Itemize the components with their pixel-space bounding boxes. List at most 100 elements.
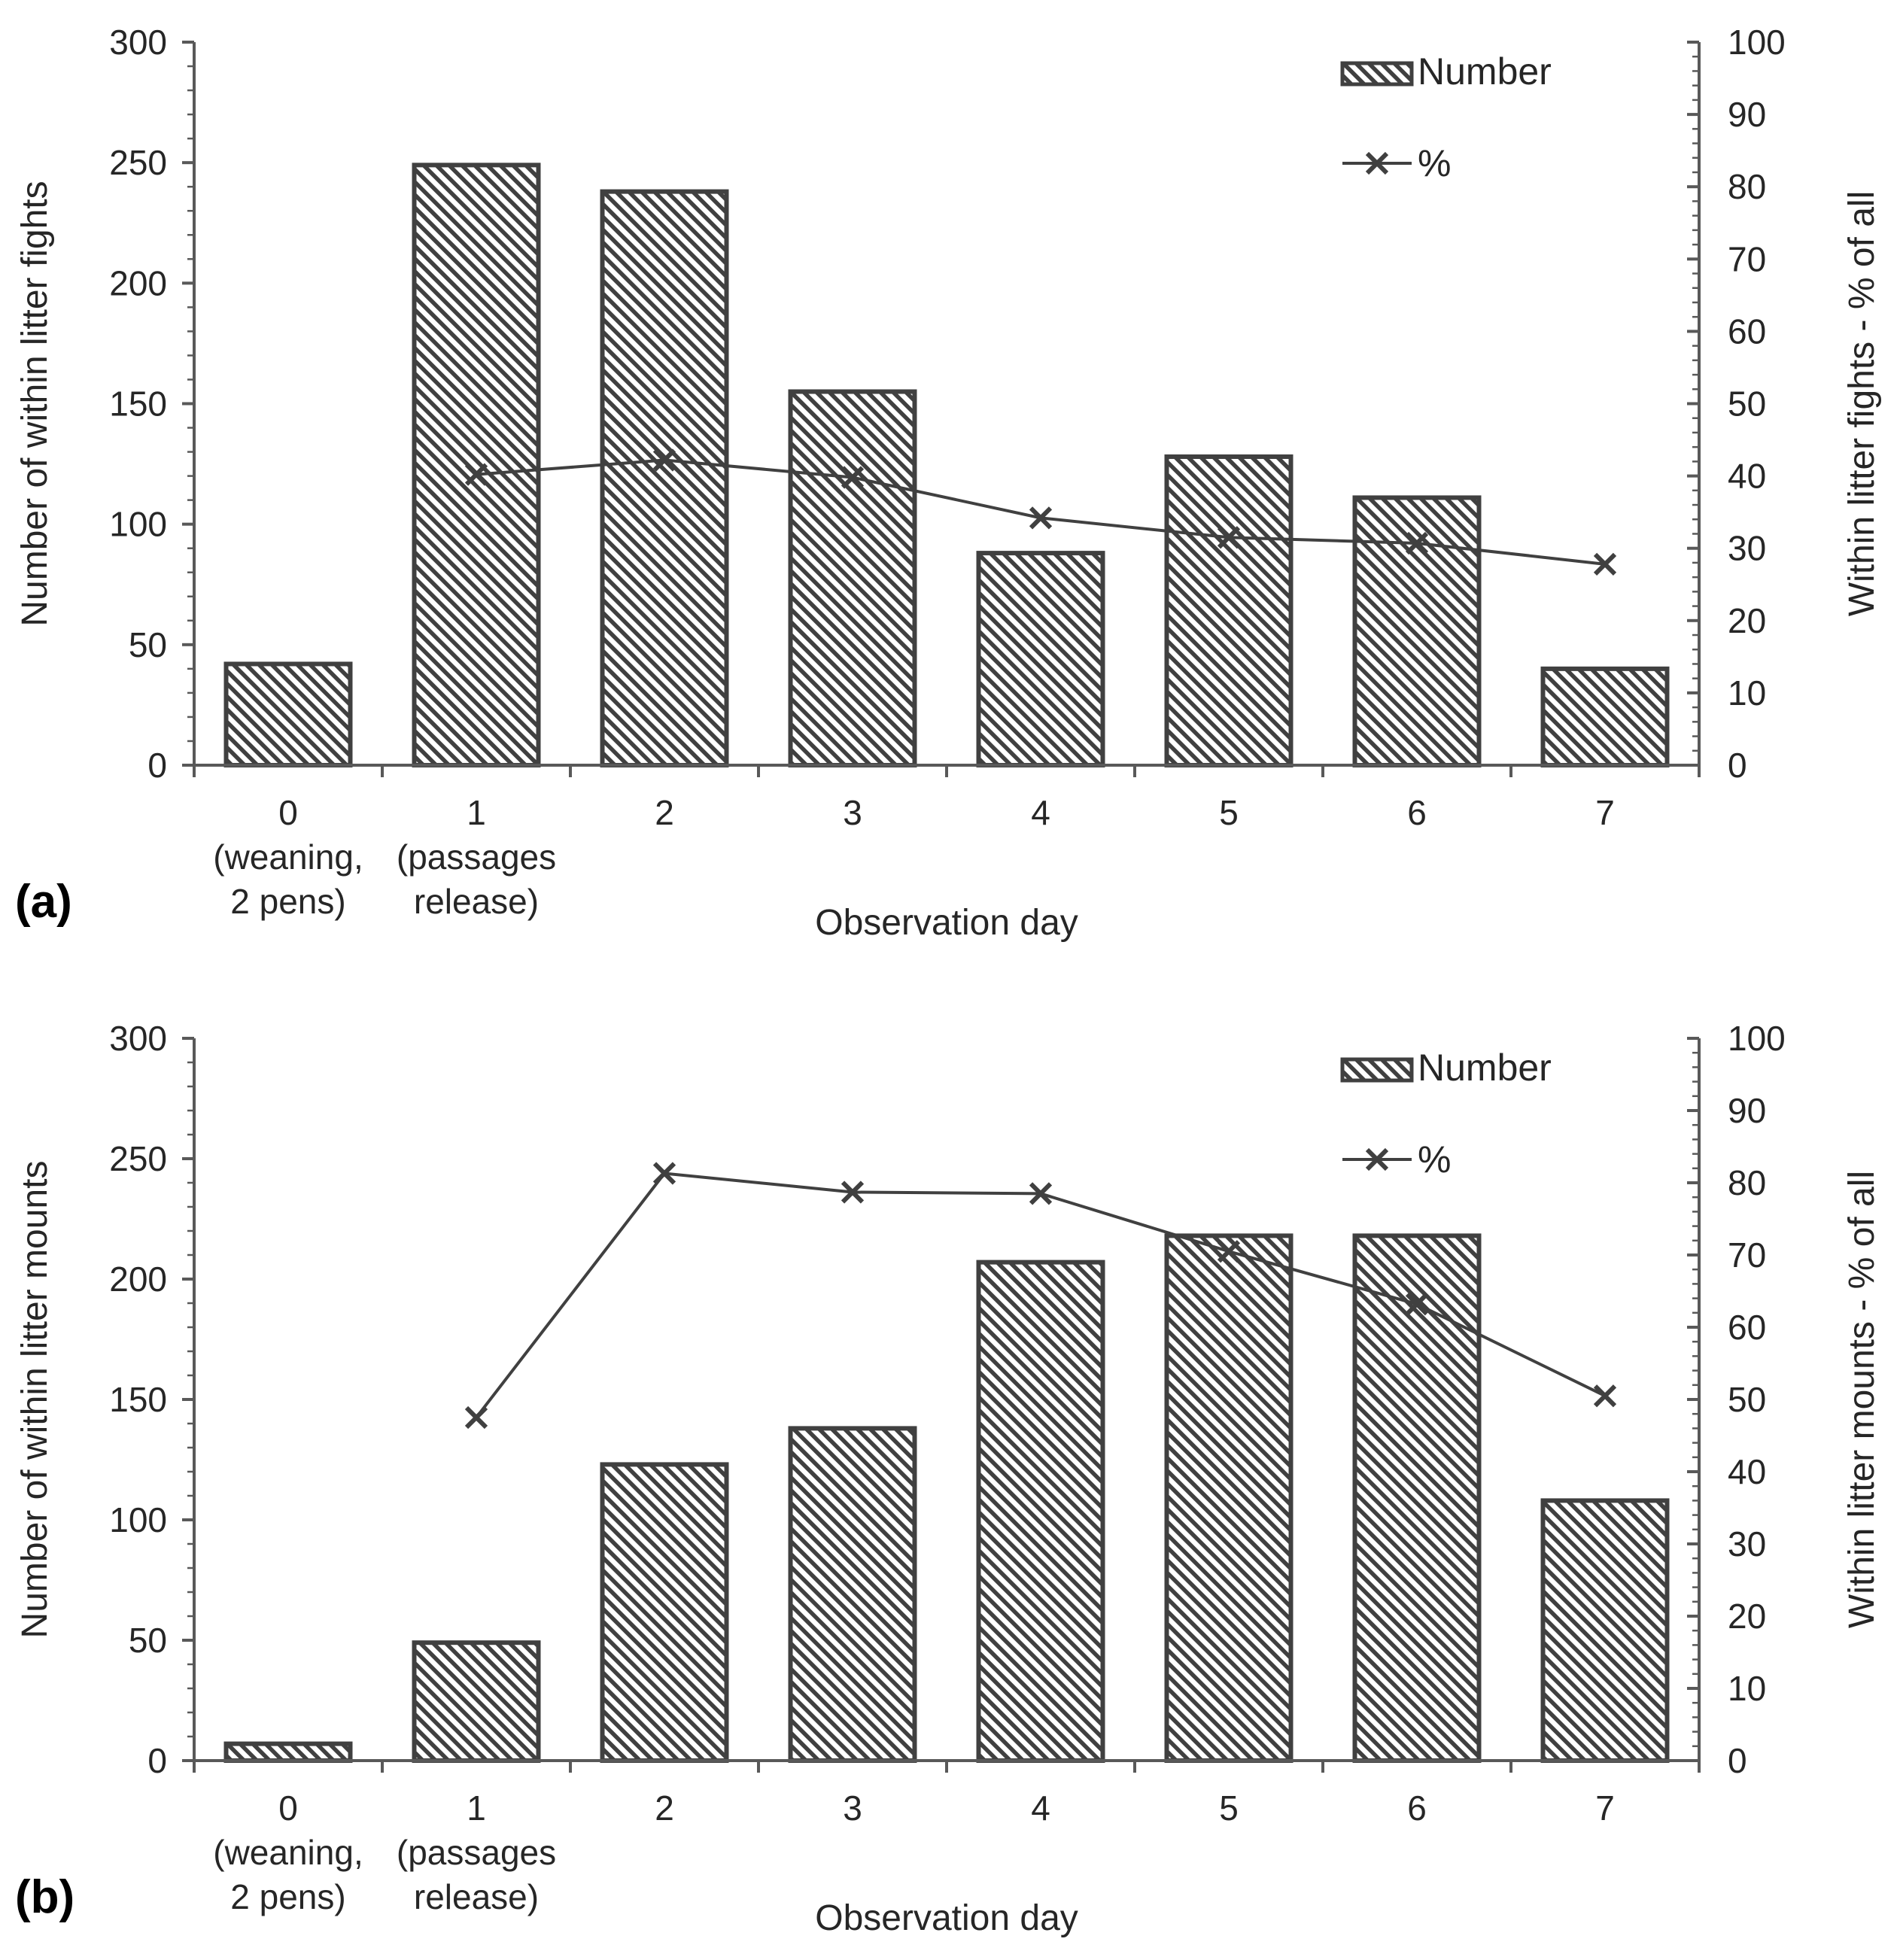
bar-day-6	[1352, 1233, 1482, 1763]
chart-panel-b: 0501001502002503000102030405060708090100…	[15, 1019, 1882, 1938]
x-tick-label: 3	[843, 793, 862, 832]
y-tick-label: 200	[109, 263, 167, 302]
x-tick-sublabel: 2 pens)	[230, 882, 345, 921]
y2-tick-label: 50	[1728, 384, 1766, 424]
x-tick-label: 7	[1595, 793, 1615, 832]
bar-day-1	[412, 1640, 541, 1763]
bar-day-0	[223, 1741, 353, 1764]
percent-point-day-1	[464, 463, 488, 486]
x-tick-sublabel: (passages	[397, 1833, 556, 1872]
y-tick-label: 300	[109, 23, 167, 62]
y2-tick-label: 80	[1728, 1163, 1766, 1202]
legend-bar-swatch	[1340, 1057, 1414, 1083]
bar-day-7	[1540, 666, 1670, 767]
y-tick-label: 0	[147, 1741, 167, 1780]
bar-day-6	[1352, 495, 1482, 767]
y-tick-label: 50	[129, 1621, 167, 1660]
x-tick-label: 6	[1407, 793, 1427, 832]
y2-tick-label: 10	[1728, 1669, 1766, 1708]
percent-point-day-1	[464, 1405, 488, 1430]
y2-axis-title: Within litter fights - % of all	[1842, 191, 1882, 617]
percent-point-day-4	[1029, 506, 1053, 530]
bar-day-0	[223, 661, 353, 768]
percent-point-day-6	[1405, 1293, 1429, 1316]
x-tick-label: 0	[278, 1788, 298, 1828]
y2-tick-label: 10	[1728, 673, 1766, 713]
legend-line-label: %	[1418, 1138, 1451, 1181]
bar-day-3	[788, 389, 917, 767]
x-tick-label: 1	[467, 793, 486, 832]
y2-tick-label: 60	[1728, 311, 1766, 351]
x-tick-label: 1	[467, 1788, 486, 1828]
y-tick-label: 100	[109, 505, 167, 544]
x-tick-label: 3	[843, 1788, 862, 1828]
chart-panel-a: 0501001502002503000102030405060708090100…	[15, 23, 1882, 943]
y2-axis-title: Within litter mounts - % of all	[1842, 1171, 1882, 1628]
percent-point-day-3	[841, 466, 865, 489]
y2-tick-label: 20	[1728, 1597, 1766, 1636]
x-tick-label: 0	[278, 793, 298, 832]
bar-day-5	[1164, 1233, 1294, 1763]
x-axis-title: Observation day	[815, 1898, 1078, 1938]
percent-point-day-6	[1405, 531, 1429, 555]
y-tick-label: 300	[109, 1019, 167, 1058]
bar-day-5	[1164, 454, 1294, 767]
y2-tick-label: 50	[1728, 1380, 1766, 1419]
x-tick-label: 5	[1219, 1788, 1239, 1828]
y2-tick-label: 100	[1728, 1019, 1786, 1058]
y-tick-label: 250	[109, 143, 167, 182]
y2-tick-label: 100	[1728, 23, 1786, 62]
x-tick-sublabel: release)	[414, 1877, 539, 1916]
x-tick-label: 5	[1219, 793, 1239, 832]
y2-tick-label: 30	[1728, 529, 1766, 568]
percent-point-day-5	[1217, 1240, 1241, 1263]
y-tick-label: 150	[109, 384, 167, 424]
percent-point-day-7	[1593, 1384, 1617, 1408]
y2-tick-label: 90	[1728, 95, 1766, 134]
x-tick-label: 4	[1031, 1788, 1050, 1828]
x-tick-label: 2	[655, 1788, 674, 1828]
legend-line-label: %	[1418, 142, 1451, 184]
percent-point-day-2	[652, 1162, 676, 1185]
y2-tick-label: 0	[1728, 1741, 1747, 1780]
y2-tick-label: 0	[1728, 746, 1747, 785]
bar-day-4	[976, 1260, 1105, 1763]
y2-tick-label: 20	[1728, 601, 1766, 640]
legend-bar-swatch	[1340, 61, 1414, 87]
legend-line-marker	[1365, 1147, 1389, 1171]
y2-tick-label: 90	[1728, 1091, 1766, 1130]
x-tick-label: 2	[655, 793, 674, 832]
bar-day-7	[1540, 1498, 1670, 1764]
bar-day-3	[788, 1426, 917, 1764]
percent-point-day-3	[841, 1181, 865, 1204]
y2-tick-label: 70	[1728, 1235, 1766, 1275]
y2-tick-label: 40	[1728, 457, 1766, 496]
bar-day-2	[600, 189, 729, 767]
panel-label: (a)	[15, 876, 72, 928]
x-tick-sublabel: (weaning,	[213, 1833, 363, 1872]
y2-tick-label: 70	[1728, 239, 1766, 278]
x-tick-label: 7	[1595, 1788, 1615, 1828]
y-axis-title: Number of within litter fights	[15, 181, 55, 626]
x-tick-sublabel: 2 pens)	[230, 1877, 345, 1916]
x-tick-sublabel: (weaning,	[213, 837, 363, 877]
legend-line-marker	[1365, 151, 1389, 175]
bar-day-4	[976, 551, 1105, 768]
y-tick-label: 150	[109, 1380, 167, 1419]
x-tick-sublabel: release)	[414, 882, 539, 921]
legend-bar-label: Number	[1418, 1047, 1552, 1089]
y-tick-label: 250	[109, 1139, 167, 1178]
bar-day-1	[412, 163, 541, 767]
bar-day-2	[600, 1462, 729, 1764]
percent-point-day-7	[1593, 552, 1617, 576]
x-axis-title: Observation day	[815, 903, 1078, 943]
legend-bar-label: Number	[1418, 50, 1552, 93]
y2-tick-label: 30	[1728, 1524, 1766, 1563]
y-tick-label: 100	[109, 1500, 167, 1539]
y-tick-label: 50	[129, 625, 167, 664]
x-tick-label: 6	[1407, 1788, 1427, 1828]
y2-tick-label: 60	[1728, 1308, 1766, 1347]
y-axis-title: Number of within litter mounts	[15, 1161, 55, 1639]
y2-tick-label: 40	[1728, 1452, 1766, 1491]
